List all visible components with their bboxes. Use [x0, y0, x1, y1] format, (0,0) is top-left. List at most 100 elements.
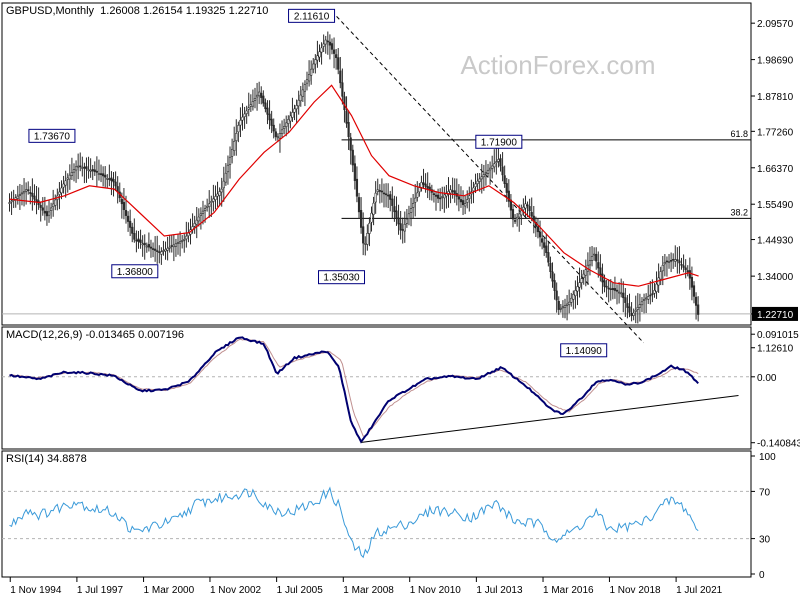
- price-ytick-label: 1.34000: [757, 272, 794, 283]
- candle-body: [235, 133, 238, 142]
- candle-body: [486, 169, 490, 174]
- candle-body: [611, 288, 614, 290]
- candle-body: [478, 178, 481, 182]
- candle-body: [129, 220, 132, 228]
- candle-body: [135, 239, 138, 242]
- candle-body: [601, 273, 604, 283]
- candle-body: [178, 241, 182, 244]
- candle-body: [551, 271, 554, 282]
- candle-body: [45, 211, 49, 217]
- rsi-line: [9, 486, 699, 559]
- candle-body: [77, 165, 80, 168]
- candle-body: [665, 260, 669, 263]
- candle-body: [41, 207, 44, 211]
- price-ytick-label: 1.87810: [757, 92, 794, 103]
- candle-body: [270, 118, 273, 126]
- candle-body: [393, 206, 396, 213]
- candle-body: [499, 158, 502, 167]
- candle-body: [255, 94, 259, 98]
- candle-body: [99, 173, 103, 176]
- candle-body: [382, 192, 386, 195]
- candle-body: [301, 89, 304, 97]
- macd-panel-title: MACD(12,26,9) -0.013465 0.007196: [6, 329, 184, 341]
- candle-body: [436, 194, 440, 199]
- candle-body: [530, 211, 533, 217]
- candle-body: [617, 291, 621, 294]
- candle-body: [684, 267, 687, 270]
- x-axis: 1 Nov 1994 1 Jul 1997 1 Mar 2000 1 Nov 2002…: [9, 577, 723, 596]
- candle-body: [426, 186, 429, 189]
- candle-body: [595, 253, 598, 262]
- candle-body: [391, 198, 394, 206]
- rsi-ytick-label: 70: [759, 487, 771, 498]
- candle-body: [81, 167, 84, 169]
- candle-body: [16, 195, 19, 199]
- candle-body: [160, 251, 163, 255]
- candle-body: [403, 223, 406, 232]
- candle-body: [522, 206, 525, 211]
- candle-body: [62, 183, 65, 188]
- candle-body: [661, 264, 664, 272]
- candle-body: [58, 191, 61, 195]
- candle-body: [368, 222, 371, 234]
- candle-body: [370, 212, 373, 223]
- candle-body: [243, 113, 246, 117]
- candle-body: [505, 183, 508, 193]
- candle-body: [572, 294, 575, 300]
- macd-signal-line: [9, 338, 699, 437]
- price-annotation-label: 1.14090: [566, 346, 603, 357]
- candle-body: [156, 250, 159, 252]
- candle-body: [538, 231, 542, 238]
- candle-body: [224, 172, 227, 183]
- candle-body: [565, 303, 569, 306]
- candle-body: [320, 47, 323, 53]
- x-tick-label: 1 Mar 2008: [343, 585, 394, 596]
- candle-body: [314, 59, 317, 65]
- candle-body: [233, 140, 236, 152]
- candle-body: [181, 240, 184, 242]
- candle-body: [268, 113, 271, 121]
- price-annotation-label: 2.11610: [294, 11, 330, 22]
- candle-body: [507, 190, 510, 202]
- candle-body: [60, 187, 63, 194]
- candle-body: [620, 292, 623, 295]
- candle-body: [228, 156, 232, 165]
- candle-body: [513, 220, 517, 222]
- candle-body: [287, 119, 290, 124]
- candle-body: [285, 122, 288, 127]
- candle-body: [384, 193, 388, 196]
- candle-body: [193, 223, 196, 227]
- price-annotation-box: [475, 134, 523, 149]
- candle-body: [374, 192, 377, 203]
- candle-body: [676, 259, 679, 262]
- candle-body: [574, 290, 577, 297]
- macd-layer: 0.091015 0.00 -0.140843: [2, 330, 800, 450]
- price-ytick-label: 1.44930: [757, 236, 794, 247]
- candle-body: [322, 43, 325, 47]
- candle-body: [688, 270, 691, 279]
- candle-body: [114, 181, 117, 187]
- price-ytick-label: 1.12610: [757, 344, 794, 355]
- candle-body: [39, 204, 42, 208]
- candle-body: [201, 210, 205, 214]
- candle-body: [183, 239, 186, 241]
- candle-body: [307, 74, 311, 82]
- candle-body: [249, 104, 252, 107]
- candle-body: [563, 305, 567, 308]
- candle-body: [332, 49, 336, 54]
- price-panel-title: GBPUSD,Monthly 1.26008 1.26154 1.19325 1…: [6, 5, 268, 17]
- candle-body: [555, 290, 558, 301]
- candle-body: [511, 209, 515, 220]
- x-tick-label: 1 Jul 2013: [476, 585, 523, 596]
- candle-body: [162, 250, 165, 252]
- candle-body: [557, 300, 560, 310]
- candle-body: [541, 238, 544, 243]
- candle-body: [416, 192, 419, 198]
- candle-body: [559, 307, 562, 310]
- candle-body: [10, 200, 13, 203]
- candle-body: [570, 297, 573, 303]
- candle-body: [295, 105, 298, 110]
- candle-body: [239, 119, 242, 126]
- candle-body: [443, 194, 446, 199]
- x-tick-label: 1 Mar 2000: [144, 585, 195, 596]
